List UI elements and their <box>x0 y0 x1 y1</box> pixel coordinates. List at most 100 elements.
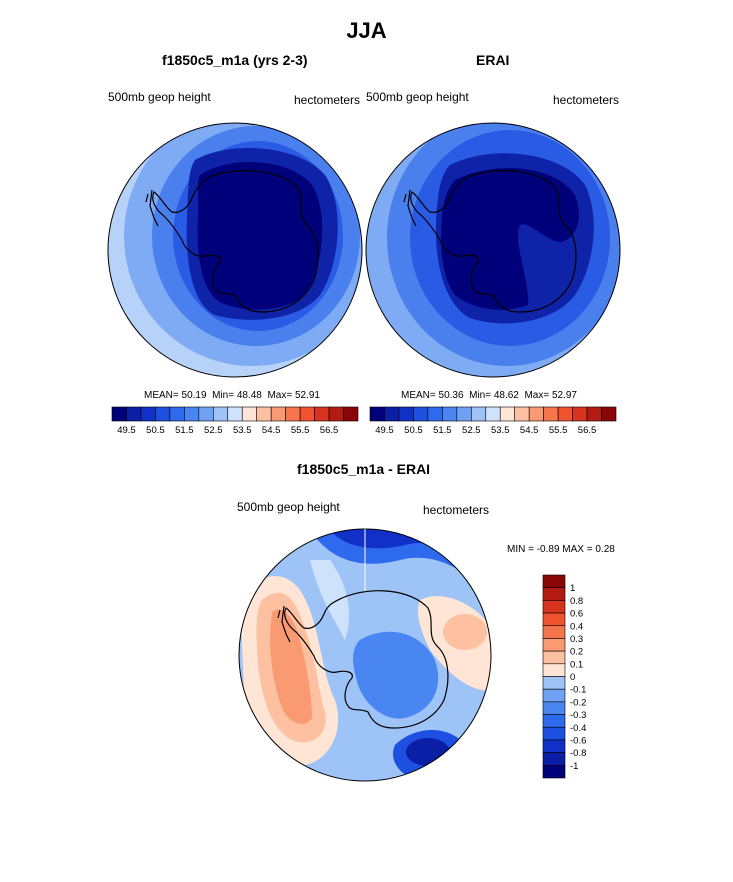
model-map <box>107 122 363 378</box>
obs-colorbar-swatch <box>384 406 400 422</box>
obs-colorbar-swatch <box>499 406 516 422</box>
diff-colorbar-swatch <box>542 638 566 652</box>
model-colorbar-tick-label: 55.5 <box>291 425 310 436</box>
obs-colorbar-tick-label: 50.5 <box>404 425 423 436</box>
model-colorbar-swatch <box>314 406 330 422</box>
model-colorbar-swatch <box>285 406 301 422</box>
model-min-value: 48.48 <box>236 390 262 401</box>
diff-colorbar-tick-label: 0.1 <box>570 659 583 670</box>
diff-band-east-pos-2 <box>443 614 487 650</box>
obs-max-value: 52.97 <box>551 390 577 401</box>
model-coastline <box>145 170 319 313</box>
diff-colorbar-tick-label: -0.2 <box>570 697 586 708</box>
diff-colorbar-swatch <box>542 752 566 766</box>
model-colorbar-swatch <box>184 406 200 422</box>
figure-title: JJA <box>346 18 387 43</box>
diff-band-near-zero <box>310 560 350 640</box>
obs-colorbar-tick-label: 56.5 <box>578 425 597 436</box>
diff-colorbar-tick-label: 0.8 <box>570 596 583 607</box>
model-colorbar-tick-label: 49.5 <box>117 425 136 436</box>
model-colorbar-swatch <box>328 406 344 422</box>
obs-colorbar-swatch <box>427 406 443 422</box>
model-colorbar-swatch <box>198 406 214 422</box>
obs-colorbar-swatch <box>528 406 544 422</box>
model-colorbar-tick-label: 53.5 <box>233 425 252 436</box>
diff-map <box>238 528 492 782</box>
obs-colorbar: 49.5 50.5 51.5 52.5 53.5 54.5 55.5 56.5 <box>369 406 617 436</box>
diff-colorbar-tick-label: -0.4 <box>570 723 586 734</box>
model-max-label: Max= <box>267 390 293 401</box>
model-colorbar-tick-label: 56.5 <box>320 425 339 436</box>
obs-coastline <box>403 170 577 313</box>
model-min-label: Min= <box>212 390 235 401</box>
obs-colorbar-swatch <box>398 406 414 422</box>
model-variable-label: 500mb geop height <box>108 90 211 104</box>
diff-colorbar-tick-label: -0.3 <box>570 710 586 721</box>
model-colorbar-swatch <box>299 406 315 422</box>
obs-map-fill <box>366 123 620 377</box>
obs-colorbar-swatch <box>456 406 472 422</box>
diff-colorbar-swatch <box>542 612 566 627</box>
obs-map <box>365 122 621 378</box>
obs-variable-label: 500mb geop height <box>366 90 469 104</box>
obs-colorbar-tick-label: 52.5 <box>462 425 481 436</box>
obs-peninsula-outline <box>403 189 417 227</box>
diff-colorbar-swatch <box>542 739 566 753</box>
diff-colorbar-tick-label: -0.6 <box>570 735 586 746</box>
model-colorbar-swatch <box>111 406 127 422</box>
obs-units-label: hectometers <box>553 93 620 107</box>
model-colorbar-swatch <box>212 406 229 422</box>
model-mean-label: MEAN= <box>144 390 179 401</box>
obs-colorbar-swatch <box>470 406 487 422</box>
diff-antarctica-outline <box>284 590 449 729</box>
model-colorbar-tick-label: 50.5 <box>146 425 165 436</box>
diff-colorbar-swatch <box>542 650 566 665</box>
model-colorbar-tick-label: 52.5 <box>204 425 223 436</box>
model-antarctica-outline <box>152 170 319 313</box>
model-colorbar-swatch <box>256 406 272 422</box>
model-map-border <box>107 122 363 378</box>
diff-colorbar-tick-label: 0.2 <box>570 647 583 658</box>
obs-colorbar-tick-label: 51.5 <box>433 425 452 436</box>
obs-colorbar-swatch <box>514 406 530 422</box>
diff-colorbar-swatch <box>542 676 566 690</box>
model-colorbar-swatch <box>241 406 258 422</box>
diff-variable-label: 500mb geop height <box>237 500 340 514</box>
obs-colorbar-swatch <box>601 406 617 422</box>
obs-mean-label: MEAN= <box>401 390 436 401</box>
obs-panel-title: ERAI <box>476 52 510 68</box>
obs-colorbar-tick-label: 53.5 <box>491 425 510 436</box>
diff-units-label: hectometers <box>423 503 490 517</box>
obs-colorbar-swatch <box>442 406 458 422</box>
model-colorbar-swatch <box>140 406 156 422</box>
diff-colorbar-tick-label: 0 <box>570 672 575 683</box>
obs-stats: MEAN= 50.36 Min= 48.62 Max= 52.97 <box>401 390 577 401</box>
obs-mean-value: 50.36 <box>438 390 464 401</box>
model-colorbar-tick-label: 51.5 <box>175 425 194 436</box>
diff-peninsula-outline <box>277 605 291 643</box>
model-colorbar: 49.5 50.5 51.5 52.5 53.5 54.5 55.5 56.5 <box>111 406 359 436</box>
diff-colorbar-swatch <box>542 765 566 779</box>
model-colorbar-tick-label: 54.5 <box>262 425 281 436</box>
diff-colorbar-tick-label: 0.4 <box>570 621 583 632</box>
obs-min-value: 48.62 <box>493 390 519 401</box>
diff-colorbar-swatch <box>542 714 566 728</box>
diff-coastline <box>277 590 449 729</box>
diff-colorbar-swatch <box>542 625 566 639</box>
obs-max-label: Max= <box>524 390 550 401</box>
diff-band-west-pos-3 <box>270 609 312 724</box>
model-panel-title: f1850c5_m1a (yrs 2-3) <box>162 52 308 68</box>
diff-colorbar-swatch <box>542 663 566 677</box>
model-colorbar-swatch <box>227 406 243 422</box>
obs-colorbar-swatch <box>413 406 429 422</box>
diff-colorbar-swatch <box>542 574 566 588</box>
model-colorbar-swatch <box>270 406 286 422</box>
obs-map-border <box>365 122 621 378</box>
diff-band-south-strong <box>406 738 450 766</box>
diff-panel-title: f1850c5_m1a - ERAI <box>297 461 431 477</box>
model-stats: MEAN= 50.19 Min= 48.48 Max= 52.91 <box>144 390 320 401</box>
model-max-value: 52.91 <box>294 390 320 401</box>
obs-antarctica-outline <box>410 170 577 313</box>
diff-colorbar-tick-label: 1 <box>570 583 575 594</box>
